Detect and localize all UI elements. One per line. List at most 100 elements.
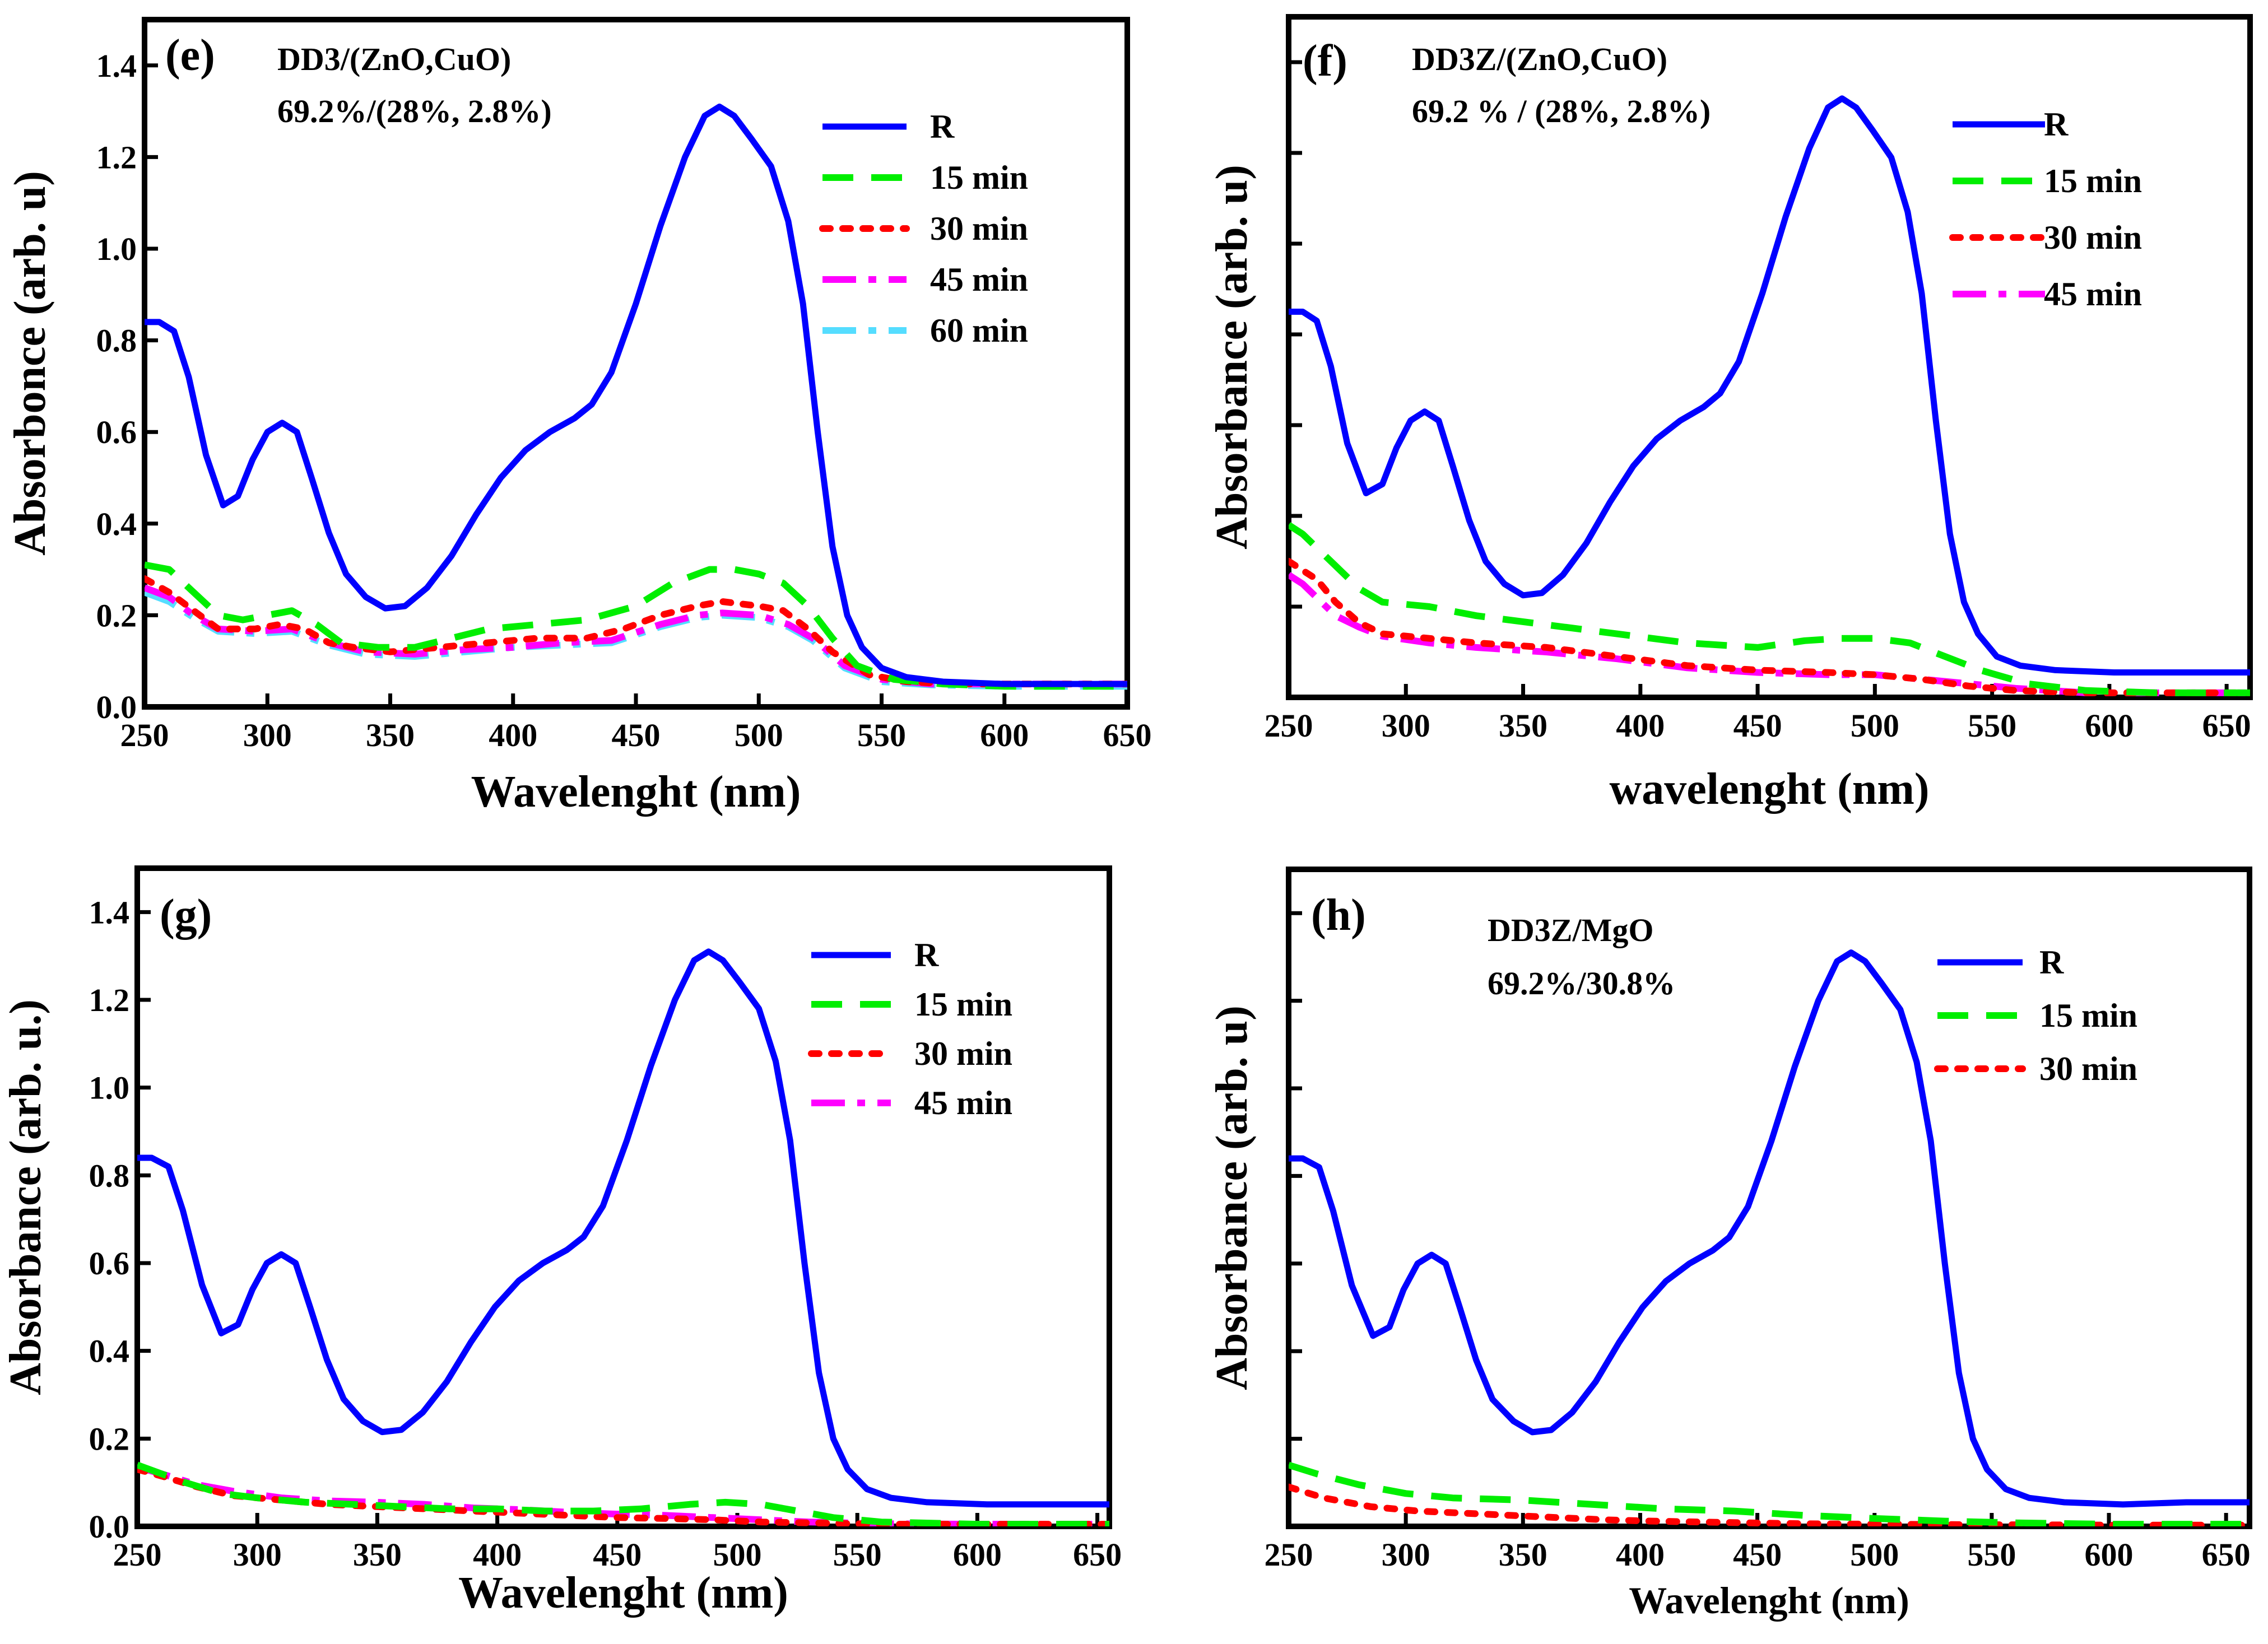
panel-f: 250 300 350 400 450 500 550 600 650 (f) DD3Z/(Zn…: [1207, 14, 2253, 814]
panel-f-x-tick-label: 550: [1968, 707, 2016, 744]
panel-e-series: [145, 103, 1127, 690]
panel-f-x-tick-label: 400: [1616, 707, 1665, 744]
panel-f-tick-labels: 250 300 350 400 450 500 550 600 650: [1265, 707, 2251, 744]
panel-f-legend-label: R: [2044, 106, 2069, 143]
panel-f-series: [1289, 95, 2250, 696]
panel-h-x-tick-label: 250: [1265, 1536, 1313, 1573]
panel-h-x-tick-label: 450: [1733, 1536, 1782, 1573]
panel-f-label: (f): [1303, 36, 1347, 86]
panel-h-series-30-min: [1289, 1483, 2250, 1526]
panel-e-x-tick-label: 350: [366, 717, 415, 753]
panel-g-label: (g): [160, 891, 212, 940]
panel-h-x-tick-label: 350: [1499, 1536, 1547, 1573]
panel-h-ticks: [1289, 911, 2228, 1526]
panel-e-label: (e): [165, 31, 215, 80]
panel-e-x-tick-label: 650: [1103, 717, 1152, 753]
panel-e-x-tick-label: 450: [612, 717, 661, 753]
panel-g: 250 300 350 400 450 500 550 600 650 0.0 0.2 0.4 0.6 0…: [1, 865, 1122, 1618]
panel-e-series-15-min: [145, 561, 1127, 690]
panel-h-series: [1289, 949, 2250, 1526]
panel-e-legend-label: 15 min: [930, 159, 1028, 196]
panel-g-x-tick-label: 350: [353, 1536, 402, 1573]
panel-g-x-tick-label: 550: [833, 1536, 882, 1573]
panel-f-legend: R 15 min 30 min 45 min: [1949, 106, 2142, 313]
panel-g-legend-label: R: [914, 937, 939, 974]
panel-e-ticks: [145, 63, 1007, 707]
panel-f-series-r: [1289, 95, 2250, 676]
panel-h-tick-labels: 250 300 350 400 450 500 550 600 650: [1265, 1536, 2251, 1573]
panel-g-y-tick-label: 1.0: [89, 1070, 130, 1106]
panel-h: 250 300 350 400 450 500 550 600 650 (h) DD3Z/MgO…: [1207, 867, 2252, 1622]
panel-f-x-tick-label: 650: [2202, 707, 2251, 744]
panel-g-legend-label: 30 min: [914, 1035, 1012, 1072]
panel-g-x-tick-label: 450: [593, 1536, 642, 1573]
panel-h-x-axis-label: Wavelenght (nm): [1629, 1579, 1909, 1622]
panel-h-x-tick-label: 650: [2202, 1536, 2251, 1573]
panel-h-y-axis-label: Absorbance (arb. u): [1207, 1005, 1257, 1390]
panel-g-x-tick-label: 650: [1073, 1536, 1122, 1573]
panel-f-x-tick-label: 250: [1265, 707, 1313, 744]
panel-e-title-line-2: 69.2%/(28%, 2.8%): [277, 93, 552, 129]
panel-g-x-tick-label: 400: [473, 1536, 522, 1573]
panel-f-x-tick-label: 300: [1382, 707, 1430, 744]
panel-f-legend-label: 30 min: [2044, 219, 2142, 256]
panel-f-x-tick-label: 350: [1499, 707, 1547, 744]
panel-e-title-line-1: DD3/(ZnO,CuO): [277, 41, 511, 77]
panel-f-x-tick-label: 500: [1851, 707, 1899, 744]
panel-h-x-tick-label: 300: [1382, 1536, 1430, 1573]
panel-h-legend-label: R: [2039, 944, 2064, 981]
panel-e-legend-label: 60 min: [930, 312, 1028, 349]
panel-h-legend-label: 30 min: [2039, 1050, 2137, 1087]
panel-e-x-tick-label: 300: [243, 717, 292, 753]
panel-f-legend-label: 15 min: [2044, 162, 2142, 199]
panel-g-y-tick-label: 1.4: [89, 894, 130, 930]
panel-e-x-tick-label: 250: [120, 717, 169, 753]
panel-e-y-tick-label: 0.0: [96, 689, 137, 725]
panel-f-legend-label: 45 min: [2044, 276, 2142, 313]
panel-g-series: [137, 948, 1109, 1526]
panel-g-legend-label: 45 min: [914, 1084, 1012, 1121]
panel-g-tick-labels: 250 300 350 400 450 500 550 600 650 0.0 0.2 0.4 0.6 0…: [89, 894, 1122, 1573]
panel-e-legend-label: 30 min: [930, 210, 1028, 247]
panel-h-title-line-1: DD3Z/MgO: [1488, 912, 1653, 948]
panel-e-y-tick-label: 1.2: [96, 139, 137, 175]
panel-h-series-15-min: [1289, 1461, 2250, 1526]
panel-f-x-tick-label: 450: [1733, 707, 1782, 744]
panel-g-y-tick-label: 0.8: [89, 1157, 130, 1194]
panel-e-y-tick-label: 1.4: [96, 48, 137, 84]
panel-h-label: (h): [1311, 891, 1366, 940]
panel-e-y-tick-label: 0.6: [96, 414, 137, 450]
panel-h-title-line-2: 69.2%/30.8%: [1488, 965, 1675, 1002]
panel-f-x-tick-label: 600: [2085, 707, 2134, 744]
panel-e-series-r: [145, 103, 1127, 687]
panel-h-x-tick-label: 500: [1850, 1536, 1899, 1573]
panel-g-x-tick-label: 250: [113, 1536, 162, 1573]
panel-e-y-tick-label: 0.2: [96, 597, 137, 634]
panel-e: 250 300 350 400 450 500 550 600 650 0.0 0.2 0.4 0.6 0…: [6, 17, 1152, 817]
panel-f-series-30-min: [1289, 558, 2250, 696]
panel-g-y-axis-label: Absorbance (arb. u.): [1, 999, 50, 1395]
panel-e-x-tick-label: 500: [735, 717, 783, 753]
panel-g-series-15-min: [137, 1461, 1109, 1526]
panel-e-x-axis-label: Wavelenght (nm): [471, 767, 801, 817]
panel-e-tick-labels: 250 300 350 400 450 500 550 600 650 0.0 0.2 0.4 0.6 0…: [96, 48, 1152, 753]
panel-e-series-30-min: [145, 575, 1127, 688]
panel-f-series-45-min: [1289, 572, 2250, 696]
panel-g-x-axis-label: Wavelenght (nm): [458, 1568, 788, 1618]
panel-f-frame: [1286, 14, 2253, 700]
panel-h-x-tick-label: 600: [2085, 1536, 2134, 1573]
panel-e-legend: R 15 min 30 min 45 min 60 min: [819, 108, 1028, 349]
panel-h-legend: R 15 min 30 min: [1934, 944, 2137, 1087]
panel-e-y-tick-label: 1.0: [96, 231, 137, 267]
panel-g-frame: [134, 865, 1112, 1529]
panel-f-ticks: [1289, 60, 2229, 697]
panel-h-legend-label: 15 min: [2039, 997, 2137, 1034]
panel-f-x-axis-label: wavelenght (nm): [1609, 765, 1929, 814]
panel-g-x-tick-label: 300: [233, 1536, 282, 1573]
panel-e-legend-label: 45 min: [930, 261, 1028, 298]
panel-h-series-r: [1289, 949, 2250, 1508]
panel-g-legend-label: 15 min: [914, 986, 1012, 1023]
panel-e-x-tick-label: 550: [857, 717, 906, 753]
